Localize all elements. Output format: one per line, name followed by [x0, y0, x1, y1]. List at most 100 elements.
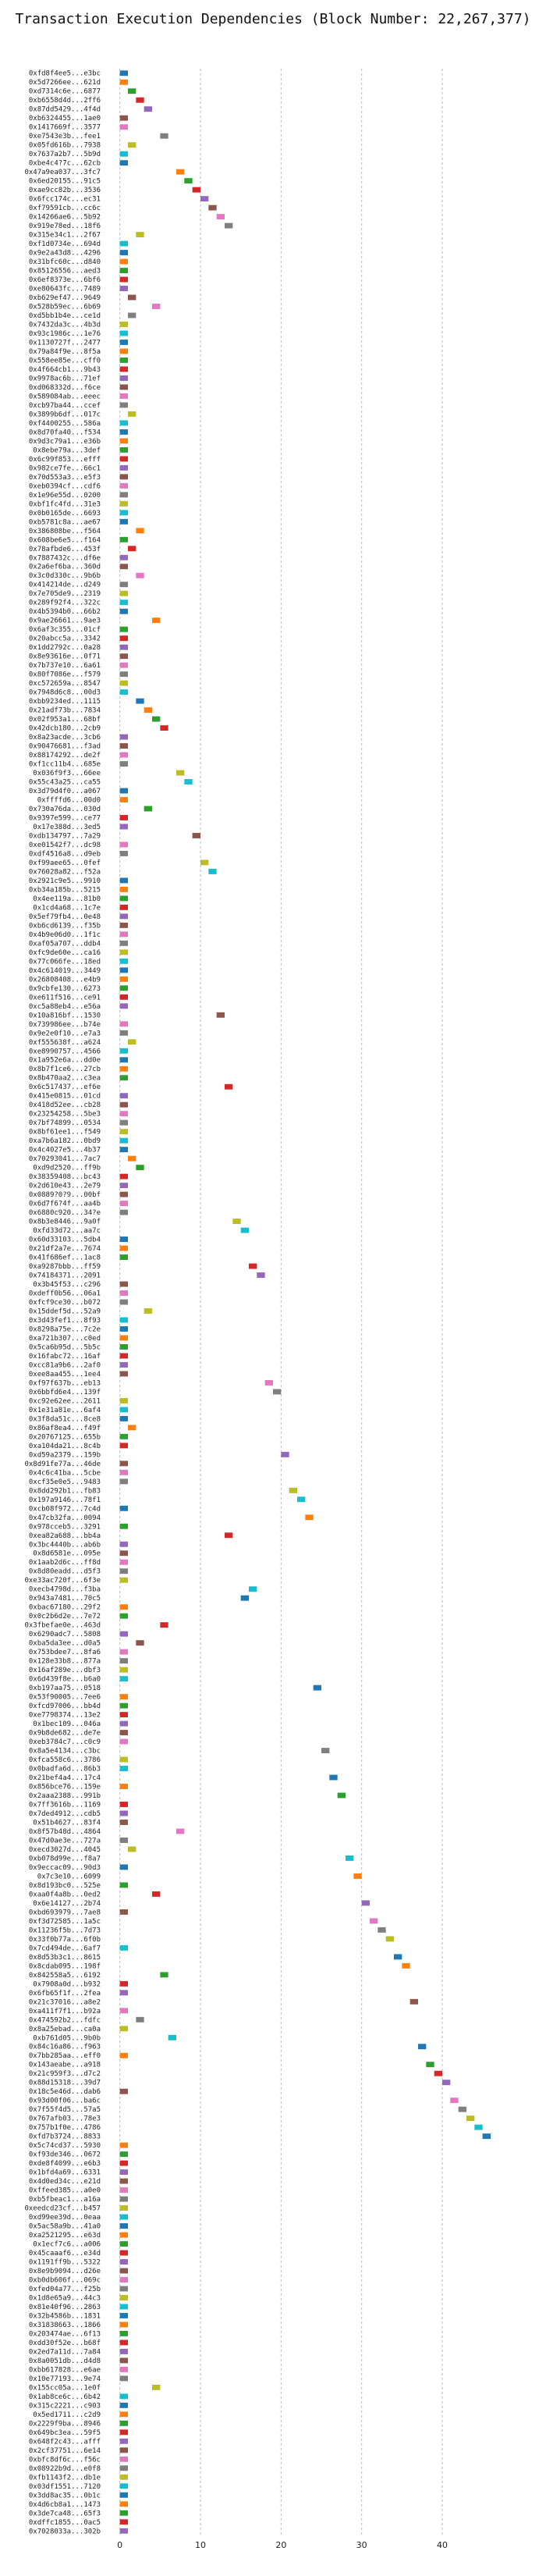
transaction-bar: [128, 1425, 136, 1431]
y-tick-label: 0x76028a82...f52a: [29, 868, 101, 876]
transaction-bar: [119, 752, 128, 758]
transaction-bar: [119, 1469, 128, 1475]
y-tick-label: 0xae9cc82b...3536: [29, 187, 101, 194]
y-tick-label: 0x7cd494de...6af7: [29, 1944, 101, 1952]
transaction-bar: [119, 1209, 128, 1215]
y-tick-label: 0x32b4586b...1831: [29, 2312, 101, 2320]
transaction-bar: [119, 815, 128, 820]
transaction-bar: [119, 2313, 128, 2318]
y-tick-label: 0x3f8da51c...8ce8: [29, 1415, 101, 1423]
transaction-bar: [119, 2268, 128, 2274]
y-tick-label: 0x9ae26661...9ae3: [29, 617, 101, 625]
transaction-bar: [119, 1631, 128, 1637]
y-tick-label: 0x20abcc5a...3342: [29, 635, 101, 643]
y-tick-label: 0x2aaa2388...991b: [29, 1792, 101, 1800]
transaction-bar: [136, 1165, 144, 1171]
transaction-bar: [152, 716, 161, 722]
transaction-bar: [119, 1361, 128, 1368]
y-tick-label: 0x8d193bc0...525e: [29, 1882, 101, 1890]
y-tick-label: 0x21c37016...a8e2: [29, 1998, 101, 2006]
y-tick-label: 0x5ed1711...c2d9: [33, 2411, 101, 2419]
y-tick-label: 0x739986ee...b74e: [29, 1021, 101, 1029]
transaction-bar: [119, 2196, 128, 2202]
transaction-bar: [208, 205, 217, 211]
transaction-bar: [410, 1998, 418, 2005]
y-tick-label: 0xa721b307...c0ed: [29, 1335, 101, 1343]
transaction-bar: [119, 1838, 128, 1843]
y-tick-label: 0x730a76da...030d: [29, 806, 101, 813]
y-tick-label: 0x42dcb180...2cb9: [29, 725, 101, 733]
y-tick-label: 0x38359408...bc43: [29, 1173, 101, 1181]
transaction-bar: [385, 1936, 394, 1942]
y-tick-label: 0x6c99f853...efff: [29, 456, 101, 464]
transaction-bar: [225, 222, 233, 229]
transaction-bar: [119, 1066, 128, 1072]
transaction-bar: [119, 456, 128, 462]
y-tick-label: 0x8a23acde...3cb6: [29, 734, 101, 742]
transaction-bar: [119, 1944, 128, 1951]
y-tick-label: 0x8b3e8446...9a0f: [29, 1219, 101, 1226]
transaction-bar: [119, 1478, 128, 1485]
y-tick-label: 0x77c066fe...18ed: [29, 958, 101, 966]
transaction-bar: [119, 2223, 128, 2229]
y-tick-label: 0x8dd292b1...fb83: [29, 1487, 101, 1495]
y-tick-label: 0x143aeabe...a918: [29, 2062, 101, 2069]
y-tick-label: 0x85126556...aed3: [29, 268, 101, 276]
transaction-bar: [264, 1379, 273, 1386]
transaction-bar: [249, 1263, 257, 1269]
transaction-bar: [176, 1828, 185, 1834]
transaction-bar: [119, 1101, 128, 1108]
transaction-bar: [136, 1640, 144, 1646]
transaction-bar: [119, 2277, 128, 2282]
y-tick-label: 0x79a84f9e...8f5a: [29, 348, 101, 356]
y-tick-label: 0x418d52ee...cb28: [29, 1101, 101, 1109]
y-tick-label: 0x16af289e...dbf3: [29, 1667, 101, 1674]
y-tick-label: 0xf1cc11b4...685e: [29, 761, 101, 769]
y-tick-label: 0x3b45f53...c296: [33, 1281, 101, 1289]
transaction-bar: [119, 115, 128, 121]
y-tick-label: 0x415e0815...01cd: [29, 1093, 101, 1101]
transaction-bar: [136, 2016, 144, 2023]
y-tick-label: 0x80f7086e...f579: [29, 671, 101, 679]
y-tick-label: 0x5c74cd37...5930: [29, 2142, 101, 2150]
transaction-bar: [119, 1415, 128, 1421]
y-tick-label: 0x70293041...7ac7: [29, 1155, 101, 1163]
transaction-bar: [119, 877, 128, 884]
y-tick-label: 0x315e34c1...2f67: [29, 232, 101, 240]
transaction-bar: [119, 1299, 128, 1305]
y-tick-label: 0x53f90005...7ee6: [29, 1694, 101, 1702]
transaction-bar: [119, 1371, 128, 1377]
y-tick-label: 0x8bf61ee1...f549: [29, 1129, 101, 1137]
transaction-bar: [152, 2384, 161, 2390]
y-tick-label: 0x8e93616e...0f71: [29, 653, 101, 661]
y-tick-label: 0x8d91fe77a...46de: [24, 1461, 101, 1468]
transaction-bar: [119, 1712, 128, 1718]
transaction-bar: [119, 1980, 128, 1987]
y-tick-label: 0x0badfa6d...86b3: [29, 1766, 101, 1774]
transaction-bar: [184, 178, 193, 184]
y-tick-label: 0xea82a688...bb4a: [29, 1532, 101, 1540]
y-tick-label: 0x10a816bf...1530: [29, 1012, 101, 1019]
transaction-bar: [160, 133, 168, 139]
transaction-bar: [119, 124, 128, 130]
transaction-bar: [119, 1909, 128, 1915]
y-tick-label: 0x2d610e43...2e79: [29, 1183, 101, 1190]
y-tick-label: 0xbac67180...29f2: [29, 1604, 101, 1612]
transaction-bar: [119, 1810, 128, 1816]
transaction-bar: [119, 976, 128, 982]
y-tick-label: 0x753bdee7...8fa6: [29, 1649, 101, 1656]
y-tick-label: 0x7e705de9...2319: [29, 590, 101, 598]
transaction-bar: [119, 366, 128, 372]
transaction-bar: [119, 2026, 128, 2032]
y-tick-label: 0x757b1f0e...4786: [29, 2124, 101, 2132]
transaction-bar: [216, 1012, 225, 1018]
y-tick-label: 0x1a952e6a...dd0e: [29, 1057, 101, 1065]
transaction-bar: [119, 358, 128, 363]
transaction-bar: [119, 1990, 128, 1996]
transaction-bar: [119, 2393, 128, 2400]
y-tick-label: 0xbfc8df6c...f56c: [29, 2456, 101, 2464]
transaction-bar: [200, 196, 209, 202]
y-tick-label: 0x6bbfd6e4...139f: [29, 1389, 101, 1397]
y-tick-label: 0x9eccac09...90d3: [29, 1864, 101, 1872]
